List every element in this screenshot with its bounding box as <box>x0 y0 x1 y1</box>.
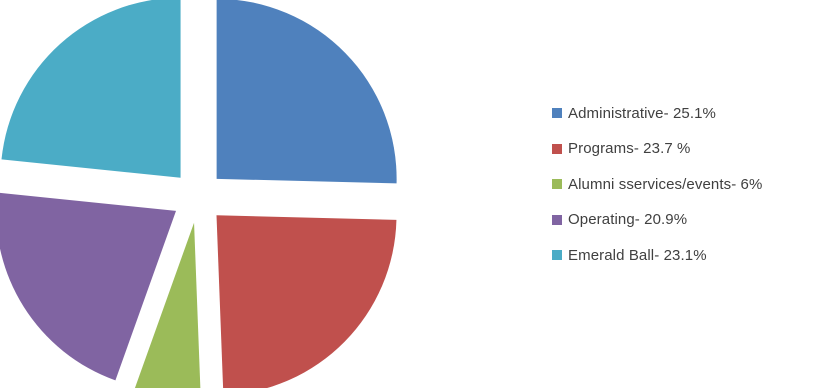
legend-item-emerald-ball: Emerald Ball- 23.1% <box>552 246 839 264</box>
legend-item-operating: Operating- 20.9% <box>552 211 839 229</box>
pie-slice-administrative <box>216 0 397 184</box>
pie-slice-programs <box>216 215 397 388</box>
legend-item-programs: Programs- 23.7 % <box>552 140 839 158</box>
legend-swatch-programs <box>552 143 562 154</box>
legend-swatch-alumni-services <box>552 179 562 189</box>
legend-label-emerald-ball: Emerald Ball- 23.1% <box>568 246 707 264</box>
chart-legend: Administrative- 25.1% Programs- 23.7 % A… <box>552 104 839 282</box>
pie-slice-emerald-ball <box>1 0 181 178</box>
legend-item-administrative: Administrative- 25.1% <box>552 104 839 122</box>
legend-swatch-emerald-ball <box>552 250 562 260</box>
legend-label-operating: Operating- 20.9% <box>568 211 688 228</box>
legend-item-alumni-services: Alumni sservices/events- 6% <box>552 175 839 193</box>
pie-slice-operating <box>0 192 177 381</box>
legend-label-administrative: Administrative- 25.1% <box>568 104 716 122</box>
legend-swatch-operating <box>552 214 562 225</box>
legend-swatch-administrative <box>552 108 562 118</box>
pie-slice-alumni-services <box>134 222 201 388</box>
legend-label-programs: Programs- 23.7 % <box>568 140 691 157</box>
legend-label-alumni-services: Alumni sservices/events- 6% <box>568 175 763 193</box>
